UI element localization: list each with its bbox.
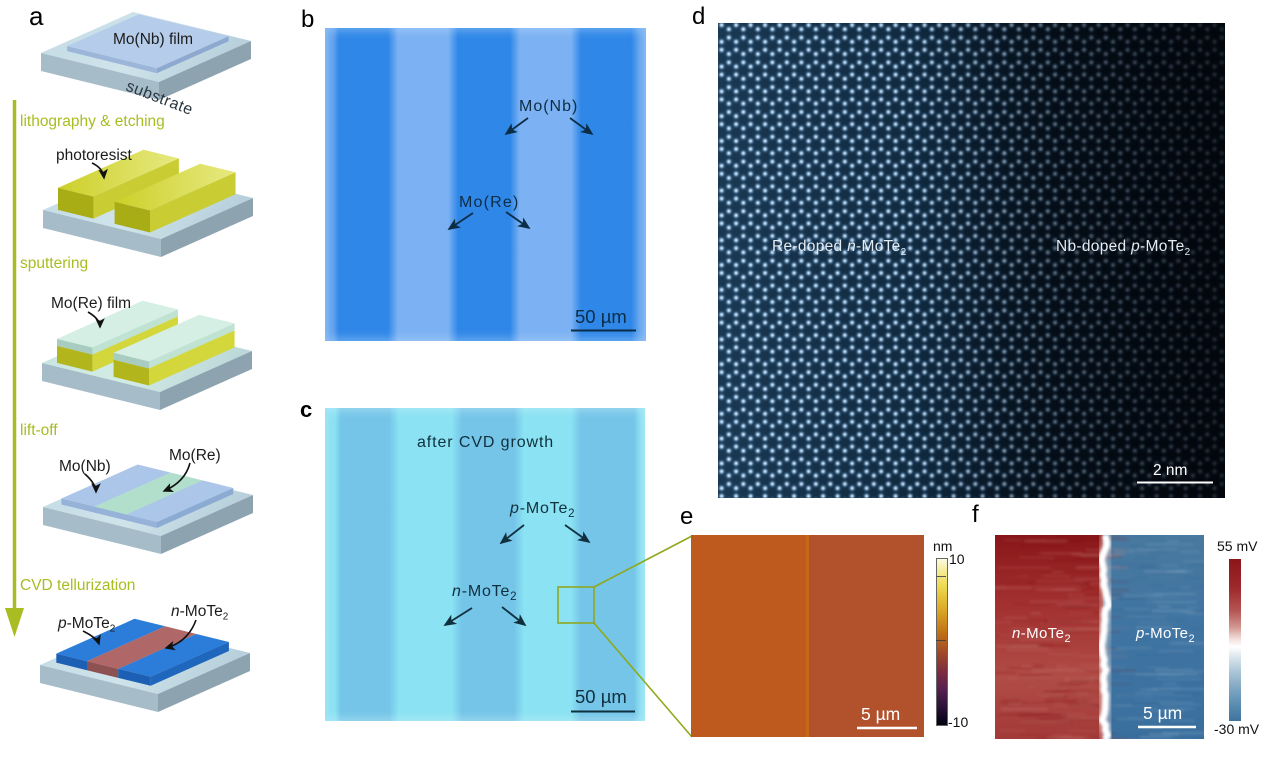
svg-text:sputtering: sputtering [20, 255, 88, 272]
svg-text:p-MoTe2: p-MoTe2 [1135, 625, 1195, 645]
svg-text:Mo(Re): Mo(Re) [459, 194, 520, 211]
svg-text:Mo(Nb): Mo(Nb) [519, 98, 578, 115]
svg-text:Re-doped n-MoTe2: Re-doped n-MoTe2 [772, 238, 907, 258]
svg-text:lift-off: lift-off [20, 422, 58, 439]
svg-text:after CVD growth: after CVD growth [417, 434, 554, 451]
svg-text:p-MoTe2: p-MoTe2 [509, 500, 575, 520]
svg-text:photoresist: photoresist [56, 147, 133, 164]
svg-text:n-MoTe2: n-MoTe2 [1012, 625, 1071, 645]
svg-text:n-MoTe2: n-MoTe2 [171, 603, 229, 623]
svg-text:2 nm: 2 nm [1153, 462, 1187, 479]
svg-text:p-MoTe2: p-MoTe2 [57, 615, 116, 635]
svg-text:Mo(Re): Mo(Re) [169, 447, 221, 464]
svg-text:n-MoTe2: n-MoTe2 [452, 583, 517, 603]
svg-text:lithography & etching: lithography & etching [20, 113, 165, 130]
svg-text:Nb-doped p-MoTe2: Nb-doped p-MoTe2 [1056, 238, 1191, 258]
svg-text:CVD tellurization: CVD tellurization [20, 577, 135, 594]
svg-text:5 µm: 5 µm [861, 704, 900, 724]
svg-text:Mo(Nb) film: Mo(Nb) film [113, 31, 193, 48]
svg-text:Mo(Nb): Mo(Nb) [59, 458, 111, 475]
svg-text:5 µm: 5 µm [1143, 703, 1182, 723]
svg-text:Mo(Re) film: Mo(Re) film [51, 295, 131, 312]
svg-text:50 µm: 50 µm [575, 306, 627, 327]
svg-text:50 µm: 50 µm [575, 686, 627, 707]
